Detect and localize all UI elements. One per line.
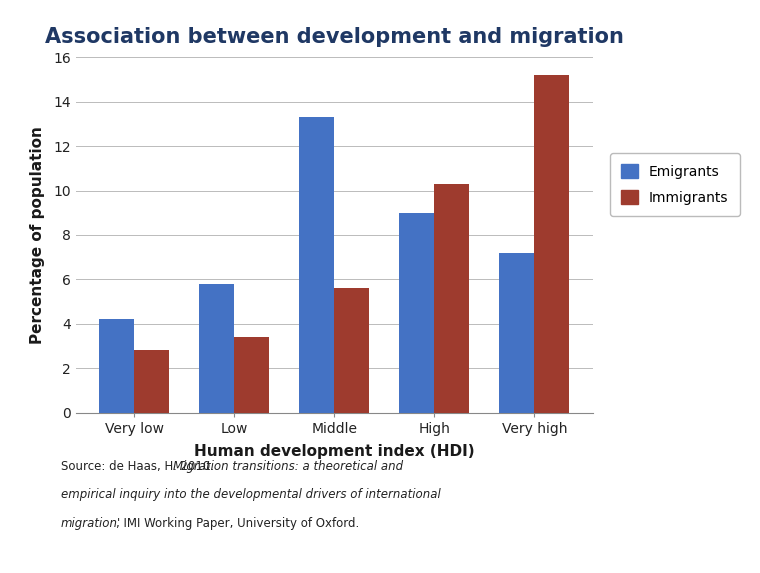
Text: , IMI Working Paper, University of Oxford.: , IMI Working Paper, University of Oxfor… — [116, 517, 359, 530]
Bar — [199, 284, 234, 413]
Bar — [435, 184, 470, 413]
Bar — [334, 288, 369, 413]
Bar — [299, 117, 334, 413]
Legend: Emigrants, Immigrants: Emigrants, Immigrants — [610, 153, 739, 216]
Bar — [100, 319, 135, 413]
X-axis label: Human development index (HDI): Human development index (HDI) — [194, 444, 475, 459]
Text: Migration transitions: a theoretical and: Migration transitions: a theoretical and — [173, 460, 404, 473]
Text: migration': migration' — [61, 517, 121, 530]
Bar — [399, 213, 435, 413]
Bar — [135, 350, 169, 413]
Text: empirical inquiry into the developmental drivers of international: empirical inquiry into the developmental… — [61, 488, 441, 501]
Bar — [499, 253, 534, 413]
Title: Association between development and migration: Association between development and migr… — [45, 28, 624, 48]
Text: Source: de Haas, H. 2010.: Source: de Haas, H. 2010. — [61, 460, 217, 473]
Y-axis label: Percentage of population: Percentage of population — [30, 126, 45, 344]
Bar — [534, 75, 569, 413]
Bar — [234, 337, 270, 413]
